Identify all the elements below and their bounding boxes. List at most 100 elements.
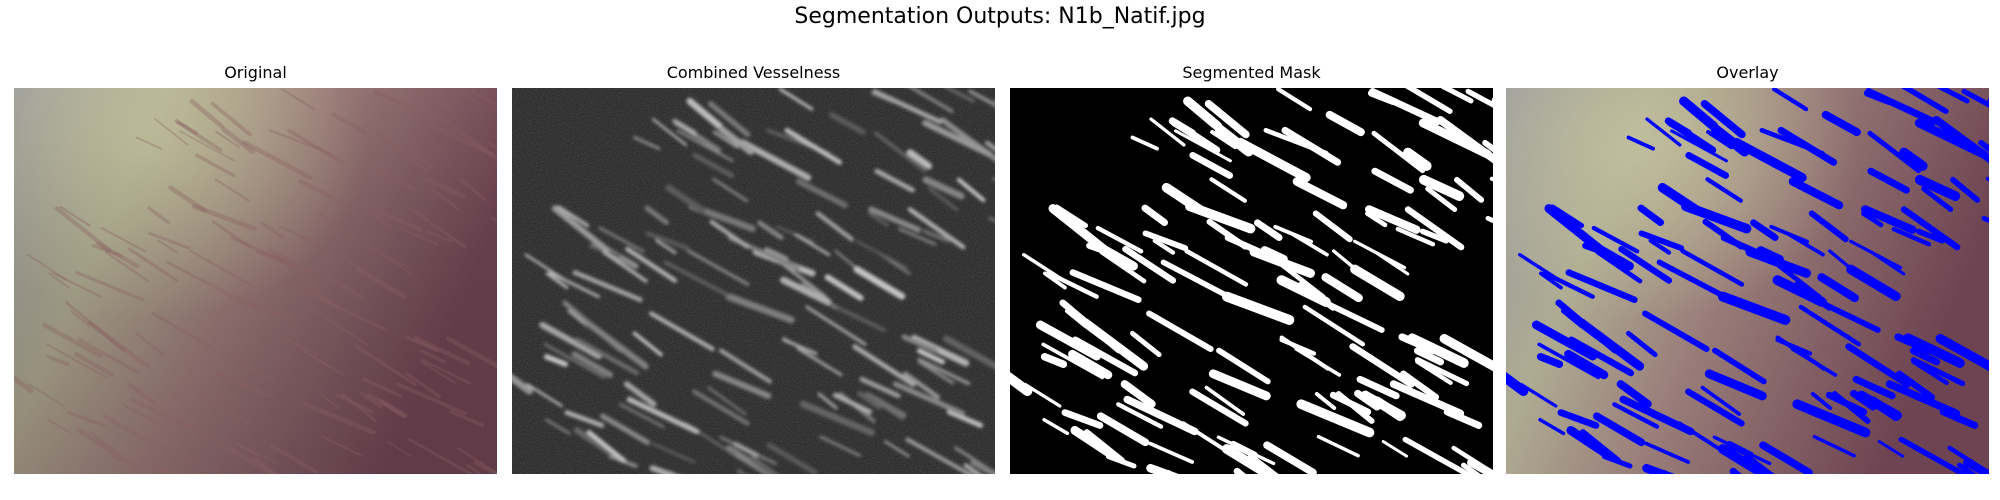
overlay-segment <box>1756 246 1784 263</box>
overlay-segment <box>1637 204 1664 226</box>
mask-segment <box>1130 135 1160 151</box>
vesselness-ridge <box>739 139 812 181</box>
overlay-segment <box>1775 337 1813 356</box>
vesselness-ridge <box>692 152 735 178</box>
original-vessel-trace <box>487 141 497 151</box>
vesselness-ridge <box>687 249 750 286</box>
vesselness-ridge <box>649 465 678 474</box>
overlay-segment <box>1861 205 1917 234</box>
mask-segment <box>1316 434 1360 458</box>
vesselness-ridge <box>725 445 777 474</box>
vesselness-ridge <box>824 274 864 301</box>
overlay-segment <box>1612 402 1660 429</box>
overlay-segment <box>1656 259 1725 298</box>
original-vessel-trace <box>168 185 207 213</box>
overlay-segment <box>1642 463 1675 474</box>
original-vessel-trace <box>327 275 365 300</box>
vesselness-ridge <box>545 272 569 289</box>
original-vessel-trace <box>430 187 460 211</box>
overlay-segment <box>1638 230 1685 252</box>
original-vessel-trace <box>425 177 466 199</box>
vesselness-ridge <box>817 392 838 410</box>
original-vessel-trace <box>378 398 407 419</box>
original-vessel-trace <box>165 260 231 297</box>
vesselness-ridge <box>564 410 605 428</box>
original-vessel-trace <box>370 212 391 227</box>
original-vessel-trace <box>70 310 90 327</box>
vesselness-ridge <box>905 437 974 474</box>
original-vessel-trace <box>147 206 171 225</box>
mask-segment <box>1371 167 1414 194</box>
original-vessel-trace <box>357 240 410 269</box>
original-vessel-trace <box>228 294 296 323</box>
mask-segment <box>1321 273 1363 303</box>
original-vessel-trace <box>135 136 163 150</box>
vesselness-ridge <box>778 88 814 111</box>
mask-segment <box>1081 318 1149 371</box>
mask-segment <box>1043 271 1067 290</box>
original-vessel-trace <box>303 283 339 310</box>
vesselness-ridge <box>985 140 995 152</box>
original-vessel-trace <box>111 455 140 468</box>
overlay-segment <box>1657 182 1702 215</box>
original-vessel-trace <box>77 338 141 375</box>
overlay-segment <box>1704 369 1767 401</box>
mask-segment <box>1413 347 1445 366</box>
overlay-segment <box>1772 275 1827 307</box>
overlay-segment <box>1899 147 1928 171</box>
vesselness-ridge <box>665 184 706 214</box>
vesselness-ridge <box>853 266 906 300</box>
original-vessel-trace <box>269 443 319 474</box>
overlay-segment <box>1536 353 1564 368</box>
vesselness-ridge <box>626 396 700 435</box>
overlay-segment <box>1790 347 1838 377</box>
vesselness-ridge <box>645 231 690 251</box>
overlay-segment <box>1666 118 1693 138</box>
mask-segment <box>1404 206 1465 251</box>
overlay-segment <box>1726 440 1754 459</box>
mask-segment <box>1061 409 1104 429</box>
overlay-segment <box>1885 380 1961 418</box>
original-vessel-trace <box>189 98 224 129</box>
original-vessel-trace <box>26 253 67 280</box>
overlay-segment <box>1742 454 1775 474</box>
overlay-segment <box>1901 88 1949 114</box>
mask-segment <box>1146 310 1214 352</box>
mask-segment <box>1403 147 1432 171</box>
mask-segment <box>1042 417 1070 436</box>
overlay-segment <box>1518 252 1560 281</box>
vesselness-ridge <box>632 331 663 357</box>
vesselness-ridge <box>956 177 986 202</box>
overlay-segment <box>1898 436 1969 474</box>
overlay-segment <box>1506 371 1529 396</box>
vesselness-ridge <box>852 344 916 387</box>
overlay-segment <box>1777 126 1838 166</box>
original-vessel-trace <box>65 301 125 352</box>
original-vessel-trace <box>307 305 368 346</box>
original-vessel-trace <box>104 250 150 283</box>
original-vessel-trace <box>268 129 332 155</box>
overlay-segment <box>1759 441 1813 474</box>
overlay-segment <box>1867 167 1910 194</box>
overlay-segment <box>1808 210 1849 243</box>
mask-segment <box>1206 218 1249 250</box>
overlay-segment <box>1619 395 1695 436</box>
original-vessel-trace <box>75 270 145 302</box>
overlay-segment <box>1616 380 1652 408</box>
original-vessel-trace <box>321 435 364 457</box>
mask-segment <box>1072 336 1139 377</box>
original-vessel-trace <box>89 430 128 462</box>
mask-segment <box>1068 349 1113 380</box>
original-vessel-trace <box>154 118 189 146</box>
mask-segment <box>1246 454 1279 474</box>
mask-segment <box>1350 264 1405 302</box>
vesselness-ridge <box>795 178 849 209</box>
overlay-segment <box>1936 88 1970 104</box>
original-vessel-trace <box>152 466 177 474</box>
overlay-segment <box>1867 130 1922 174</box>
vesselness-ridge <box>872 89 943 125</box>
original-vessel-trace <box>174 119 223 152</box>
overlay-segment <box>1577 318 1645 371</box>
overlay-segment <box>1921 186 1954 212</box>
original-vessel-trace <box>425 120 494 157</box>
